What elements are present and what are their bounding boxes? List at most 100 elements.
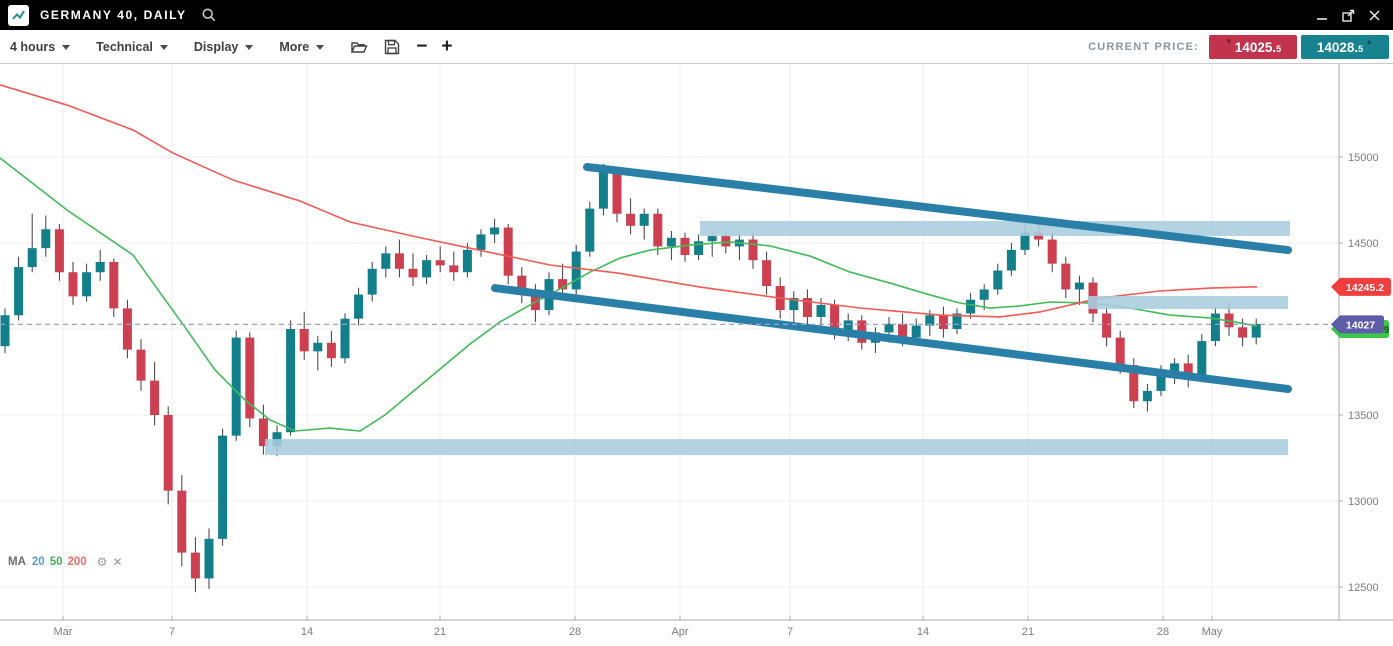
candle-body [299, 329, 309, 352]
candle-body [1061, 263, 1071, 290]
axis-label: 13500 [1348, 410, 1379, 422]
axis-label: 28 [569, 626, 581, 638]
candle-body [666, 237, 676, 247]
candle-body [177, 490, 187, 553]
candle-body [1129, 365, 1139, 402]
axis-label: 7 [787, 626, 793, 638]
more-dropdown[interactable]: More [279, 40, 325, 54]
arrow-down-icon: ▼ [1224, 37, 1233, 46]
ma50-line [0, 157, 1258, 432]
zoom-in-button[interactable]: + [441, 36, 453, 57]
candle-body [422, 260, 432, 278]
arrow-up-icon: ▲ [1365, 37, 1374, 46]
candle-body [707, 236, 717, 242]
candle-body [1251, 324, 1261, 338]
candle-body [381, 253, 391, 269]
candle-body [1047, 239, 1057, 264]
candle-body [979, 289, 989, 300]
save-icon[interactable] [384, 39, 400, 55]
price-chart[interactable]: 150001450014000135001300012500Mar7142128… [0, 64, 1393, 641]
candle-body [966, 299, 976, 314]
candle-body [802, 298, 812, 317]
trendline-annotation[interactable] [583, 162, 1292, 255]
open-folder-icon[interactable] [350, 39, 368, 55]
minimize-button[interactable] [1311, 5, 1333, 25]
candle-body [449, 265, 459, 273]
current-price-tag [1331, 315, 1384, 334]
candle-body [286, 329, 296, 433]
candle-body [762, 260, 772, 286]
axis-label: 14245.2 [1346, 282, 1384, 294]
ma-period-50: 50 [49, 556, 63, 568]
gear-icon[interactable]: ⚙ [96, 555, 108, 569]
axis-label: 15000 [1348, 152, 1379, 164]
candle-body [1238, 327, 1248, 338]
axis-label: 7 [169, 626, 175, 638]
search-icon[interactable] [201, 7, 217, 23]
zone-annotation[interactable] [265, 439, 1288, 456]
technical-dropdown[interactable]: Technical [96, 40, 168, 54]
candle-body [245, 337, 255, 419]
chevron-down-icon [159, 45, 168, 50]
close-icon[interactable] [1363, 5, 1385, 25]
chart-area: 150001450014000135001300012500Mar7142128… [0, 64, 1393, 641]
candle-body [1006, 249, 1016, 271]
candle-body [258, 418, 268, 446]
sell-price-button[interactable]: ▼ 14025. 5 [1209, 35, 1297, 59]
axis-label: May [1202, 626, 1223, 638]
candle-body [517, 275, 527, 295]
candle-body [898, 323, 908, 338]
chart-app-icon [8, 4, 29, 26]
candle-body [190, 552, 200, 579]
chevron-down-icon [245, 45, 254, 50]
candle-body [95, 261, 105, 273]
axis-label: Apr [671, 626, 688, 638]
pop-out-icon[interactable] [1337, 5, 1359, 25]
title-bar: GERMANY 40, DAILY [0, 0, 1393, 30]
candle-body [1034, 232, 1044, 240]
candle-body [68, 272, 78, 297]
timeframe-dropdown[interactable]: 4 hours [10, 40, 71, 54]
candle-body [408, 268, 418, 278]
candle-body [626, 213, 636, 226]
candle-body [952, 313, 962, 329]
ma-indicator-legend: MA 20 50 200 ⚙ ✕ [8, 555, 123, 569]
candle-body [911, 325, 921, 338]
candle-body [1102, 313, 1112, 338]
candle-body [748, 239, 758, 261]
candle-body [14, 267, 24, 316]
candle-body [54, 229, 64, 273]
candle-body [558, 279, 568, 290]
candle-body [490, 227, 500, 235]
candle-body [326, 342, 336, 359]
candle-body [367, 268, 377, 295]
trendline-annotation[interactable] [491, 284, 1292, 394]
candle-body [0, 315, 10, 347]
axis-label: Mar [54, 626, 73, 638]
axis-label: 9 [1384, 325, 1390, 336]
candle-body [231, 337, 241, 436]
candle-body [1074, 282, 1084, 290]
candle-body [653, 213, 663, 247]
candle-body [938, 315, 948, 329]
zone-annotation[interactable] [700, 220, 1290, 236]
axis-label: 13000 [1348, 496, 1379, 508]
display-dropdown[interactable]: Display [194, 40, 254, 54]
chart-toolbar: 4 hours Technical Display More − + CURRE… [0, 30, 1393, 64]
candle-body [476, 234, 486, 250]
zone-annotation[interactable] [1088, 295, 1288, 310]
candle-body [816, 304, 826, 317]
zoom-out-button[interactable]: − [416, 36, 428, 57]
candle-body [585, 208, 595, 252]
ma200-value-tag [1331, 277, 1391, 296]
axis-label: 28 [1157, 626, 1169, 638]
remove-indicator-icon[interactable]: ✕ [112, 555, 123, 569]
candle-body [1115, 337, 1125, 366]
candle-body [612, 172, 622, 214]
candle-body [163, 415, 173, 491]
buy-price-button[interactable]: 14028. 5 ▲ [1301, 35, 1389, 59]
candle-body [503, 227, 513, 276]
axis-label: 12500 [1348, 582, 1379, 594]
candle-body [122, 308, 132, 350]
window-title: GERMANY 40, DAILY [40, 8, 187, 22]
